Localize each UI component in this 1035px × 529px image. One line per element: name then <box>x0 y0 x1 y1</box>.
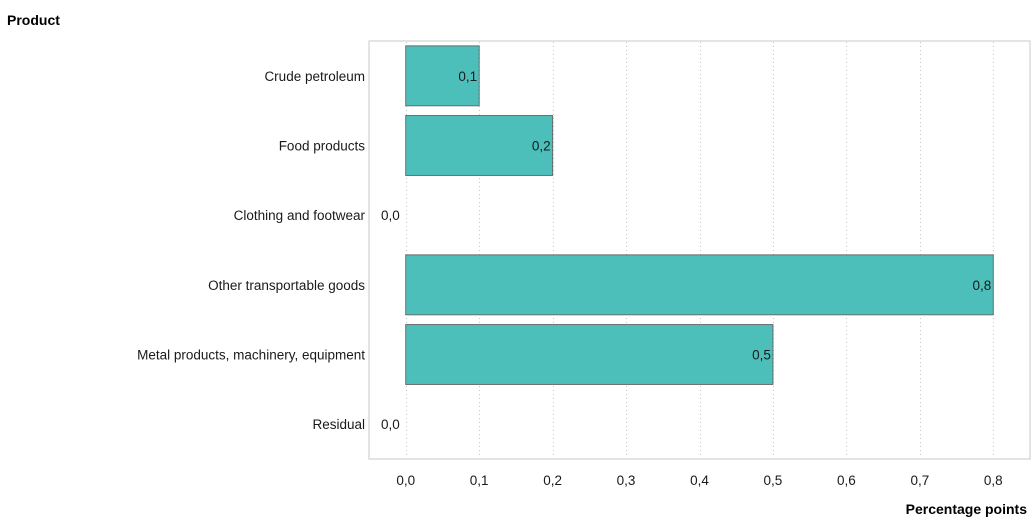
x-tick-label: 0,0 <box>396 473 415 488</box>
category-label: Other transportable goods <box>208 278 365 293</box>
category-label: Food products <box>279 139 366 154</box>
category-label: Residual <box>312 417 365 432</box>
grid <box>406 42 994 458</box>
data-labels: 0,1 0,2 0,0 0,8 0,5 0,0 <box>381 69 991 432</box>
data-label: 0,1 <box>458 69 477 84</box>
category-label: Metal products, machinery, equipment <box>137 348 365 363</box>
category-label: Clothing and footwear <box>234 208 366 223</box>
x-tick-label: 0,8 <box>984 473 1003 488</box>
bar <box>405 254 994 316</box>
data-label: 0,2 <box>532 139 551 154</box>
y-axis-title: Product <box>7 12 60 28</box>
x-tick-label: 0,6 <box>837 473 856 488</box>
bar <box>405 324 774 385</box>
bars <box>405 45 994 385</box>
bar <box>405 115 554 176</box>
data-label: 0,5 <box>752 348 771 363</box>
bar <box>405 45 480 107</box>
category-labels: Crude petroleum Food products Clothing and… <box>137 69 365 432</box>
category-label: Crude petroleum <box>264 69 365 84</box>
x-tick-label: 0,2 <box>543 473 562 488</box>
x-tick-label: 0,4 <box>690 473 709 488</box>
x-axis-title: Percentage points <box>906 501 1028 517</box>
x-tick-label: 0,3 <box>617 473 636 488</box>
x-tick-label: 0,5 <box>764 473 783 488</box>
x-tick-labels: 0,0 0,1 0,2 0,3 0,4 0,5 0,6 0,7 0,8 <box>396 473 1002 488</box>
data-label: 0,0 <box>381 208 400 223</box>
x-tick-label: 0,1 <box>470 473 489 488</box>
data-label: 0,0 <box>381 417 400 432</box>
x-tick-label: 0,7 <box>910 473 929 488</box>
data-label: 0,8 <box>972 278 991 293</box>
